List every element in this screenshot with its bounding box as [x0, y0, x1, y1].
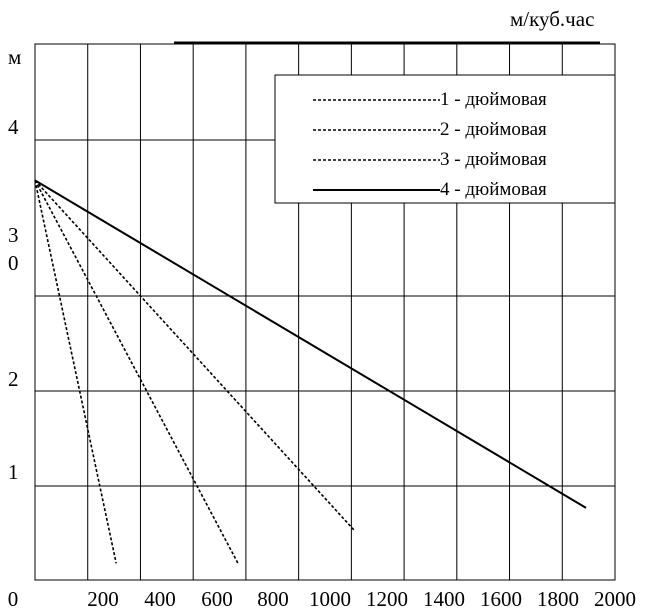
legend: 1 - дюймовая 2 - дюймовая 3 - дюймовая 4 - …: [274, 74, 616, 204]
x-tick-label: 400: [144, 587, 176, 610]
x-tick-label: 1600: [480, 587, 522, 610]
x-tick-label: 1400: [423, 587, 465, 610]
legend-box: [274, 74, 616, 204]
series-line-3: [34, 179, 355, 531]
series-line-1: [34, 180, 117, 564]
y-tick-label: 0: [8, 251, 19, 275]
series-group: [34, 179, 587, 564]
y-axis-label: м: [8, 45, 21, 69]
y-tick-label: 4: [8, 115, 19, 139]
legend-label-3: 3 - дюймовая: [440, 149, 547, 170]
series-line-4: [34, 179, 587, 509]
x-tick-label: 1200: [366, 587, 408, 610]
plot-frame: [34, 43, 616, 581]
x-axis-ticks: 0 200 400 600 800 1000 1200 1400 1600 1800 2000: [8, 587, 636, 610]
legend-label-1: 1 - дюймовая: [440, 89, 547, 110]
unit-label: м/куб.час: [510, 7, 594, 31]
x-tick-label: 1800: [537, 587, 579, 610]
y-tick-label: 3: [8, 223, 19, 247]
x-tick-label: 2000: [594, 587, 636, 610]
x-tick-label: 600: [201, 587, 233, 610]
legend-label-4: 4 - дюймовая: [440, 179, 547, 200]
y-axis-ticks: 4 3 0 2 1: [8, 115, 19, 484]
legend-label-2: 2 - дюймовая: [440, 119, 547, 140]
x-tick-label: 200: [87, 587, 119, 610]
y-tick-label: 1: [8, 460, 19, 484]
series-line-2: [34, 180, 239, 564]
x-tick-label: 0: [8, 587, 19, 610]
x-tick-label: 800: [257, 587, 289, 610]
x-tick-label: 1000: [309, 587, 351, 610]
y-tick-label: 2: [8, 367, 19, 391]
